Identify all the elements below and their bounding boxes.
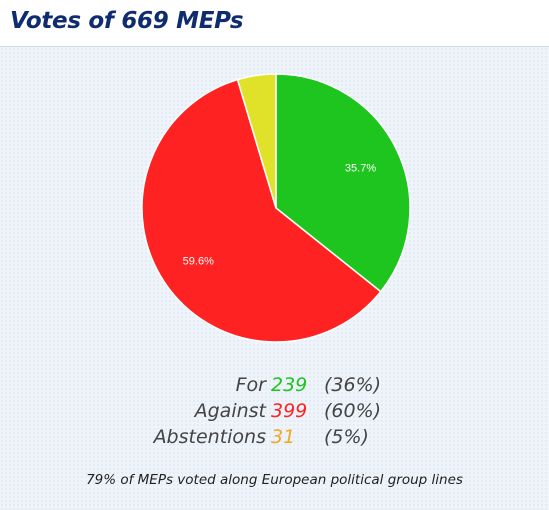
header: Votes of 669 MEPs xyxy=(0,0,549,47)
legend-count-against: 399 xyxy=(271,400,308,422)
legend-pct-against: (60%) xyxy=(324,400,382,422)
pie-label-against: 59.6% xyxy=(183,256,214,268)
pie-slice-for xyxy=(275,73,411,293)
legend-label-for: For xyxy=(235,374,266,396)
legend-label-against: Against xyxy=(194,400,266,422)
pie-label-for: 35.7% xyxy=(345,162,376,174)
pie-slice-abstentions xyxy=(236,73,277,209)
chart-panel xyxy=(0,47,549,510)
legend-pct-for: (36%) xyxy=(324,374,382,396)
footnote: 79% of MEPs voted along European politic… xyxy=(86,472,463,488)
pie-slice-against xyxy=(141,78,382,343)
legend-label-abstentions: Abstentions xyxy=(153,426,266,448)
page-title: Votes of 669 MEPs xyxy=(10,8,244,34)
legend-count-abstentions: 31 xyxy=(271,426,296,448)
legend-pct-abstentions: (5%) xyxy=(324,426,369,448)
legend-count-for: 239 xyxy=(271,374,308,396)
